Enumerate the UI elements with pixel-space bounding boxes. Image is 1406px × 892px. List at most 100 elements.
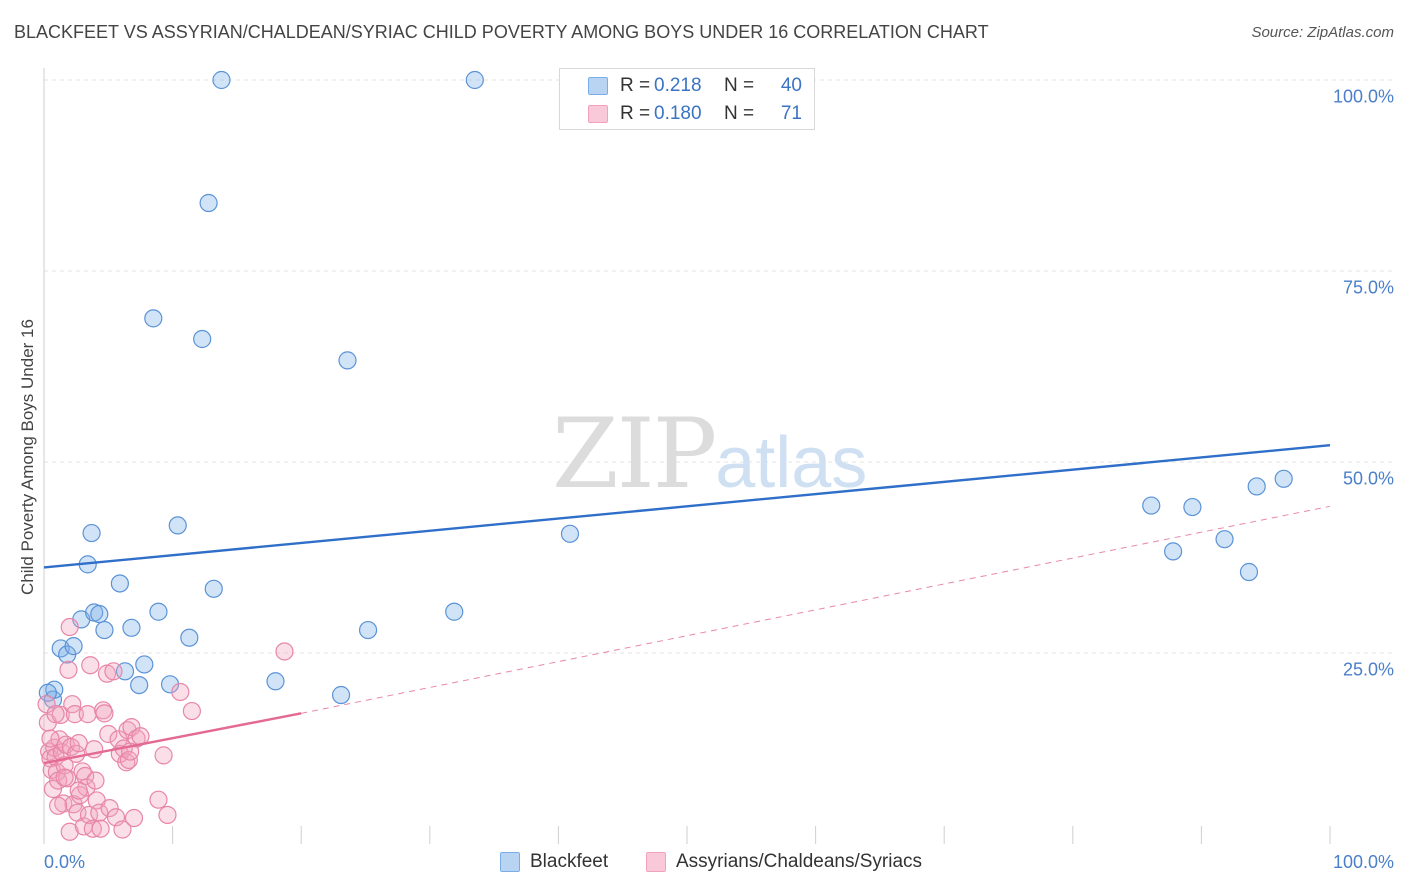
data-point-assyrians — [94, 701, 113, 720]
r-label: R = — [620, 103, 651, 124]
data-point-assyrians — [59, 660, 78, 679]
data-point-blackfeet — [1247, 477, 1266, 496]
data-point-blackfeet — [1274, 469, 1293, 488]
source-credit: Source: ZipAtlas.com — [1251, 24, 1394, 41]
data-point-blackfeet — [1215, 530, 1234, 549]
x-tick-label-min: 0.0% — [44, 852, 86, 872]
data-point-blackfeet — [64, 637, 83, 656]
data-point-assyrians — [171, 682, 190, 702]
n-label: N = — [724, 75, 755, 96]
y-axis-label: Child Poverty Among Boys Under 16 — [18, 319, 37, 595]
data-point-assyrians — [182, 701, 201, 721]
data-point-assyrians — [60, 822, 79, 841]
stats-row-assyrians: R = 0.180 N = 71 — [560, 100, 802, 128]
data-point-assyrians — [69, 781, 88, 800]
data-point-assyrians — [91, 819, 110, 838]
data-point-blackfeet — [168, 516, 187, 535]
data-point-assyrians — [64, 795, 83, 814]
data-point-blackfeet — [95, 620, 114, 640]
trend-lines — [43, 443, 1331, 765]
data-point-blackfeet — [445, 602, 464, 621]
stats-legend: R = 0.218 N = 40 R = 0.180 N = 71 — [559, 68, 815, 130]
y-tick-label-50: 50.0% — [1342, 468, 1394, 489]
data-point-assyrians — [86, 771, 105, 790]
blackfeet-swatch — [588, 77, 608, 95]
data-point-assyrians — [149, 790, 168, 809]
stats-row-blackfeet: R = 0.218 N = 40 — [560, 72, 802, 100]
n-label: N = — [724, 103, 755, 124]
chart-title: BLACKFEET VS ASSYRIAN/CHALDEAN/SYRIAC CH… — [14, 22, 989, 42]
data-point-assyrians — [55, 768, 74, 787]
data-point-blackfeet — [199, 193, 218, 213]
data-point-assyrians — [49, 796, 68, 815]
data-point-assyrians — [46, 705, 65, 724]
legend-label-blackfeet: Blackfeet — [530, 851, 609, 872]
legend-item-assyrians[interactable]: Assyrians/Chaldeans/Syriacs — [646, 851, 922, 873]
legend-item-blackfeet[interactable]: Blackfeet — [500, 851, 608, 873]
data-point-assyrians — [124, 808, 144, 828]
series-legend: Blackfeet Assyrians/Chaldeans/Syriacs — [0, 851, 1406, 877]
data-point-blackfeet — [338, 351, 357, 370]
data-point-blackfeet — [122, 618, 141, 637]
data-point-assyrians — [154, 746, 173, 765]
data-point-blackfeet — [180, 628, 199, 647]
r-value: 0.180 — [654, 103, 702, 124]
data-point-assyrians — [51, 705, 70, 724]
data-point-assyrians — [104, 662, 123, 681]
data-point-blackfeet — [358, 620, 378, 640]
data-point-assyrians — [90, 803, 109, 822]
data-point-blackfeet — [149, 602, 168, 621]
data-point-assyrians — [69, 734, 88, 753]
data-point-assyrians — [100, 798, 119, 818]
data-point-blackfeet — [1239, 562, 1259, 582]
n-value: 40 — [780, 75, 802, 96]
data-point-blackfeet — [560, 524, 580, 543]
blackfeet-swatch — [500, 852, 520, 872]
data-point-assyrians — [99, 724, 118, 744]
data-point-assyrians — [60, 617, 79, 637]
data-point-blackfeet — [266, 672, 285, 691]
data-point-assyrians — [78, 705, 97, 724]
data-point-assyrians — [95, 704, 114, 723]
data-point-blackfeet — [1142, 496, 1161, 515]
data-point-assyrians — [158, 805, 177, 825]
data-point-blackfeet — [1164, 542, 1183, 561]
data-point-blackfeet — [160, 675, 180, 694]
axes — [43, 68, 1331, 844]
data-point-assyrians — [113, 820, 132, 839]
data-point-blackfeet — [193, 329, 212, 349]
y-tick-label-75: 75.0% — [1342, 277, 1394, 298]
data-point-blackfeet — [204, 579, 223, 598]
y-tick-label-25: 25.0% — [1342, 659, 1394, 680]
assyrians-swatch — [646, 852, 666, 872]
data-point-assyrians — [83, 819, 102, 838]
n-value: 71 — [780, 103, 802, 124]
data-point-assyrians — [65, 705, 84, 724]
x-tick-label-max: 100.0% — [1332, 852, 1394, 872]
data-point-blackfeet — [135, 655, 154, 674]
data-point-blackfeet — [82, 523, 101, 543]
data-point-blackfeet — [144, 309, 163, 328]
data-point-blackfeet — [212, 70, 231, 90]
y-tick-label-100: 100.0% — [1332, 86, 1394, 107]
legend-label-assyrians: Assyrians/Chaldeans/Syriacs — [676, 851, 923, 872]
trend-line-assyrians — [43, 712, 302, 765]
data-point-assyrians — [37, 695, 56, 714]
trend-line-extrapolated-assyrians — [301, 505, 1331, 714]
data-point-assyrians — [41, 729, 60, 748]
data-point-blackfeet — [465, 70, 484, 90]
data-point-blackfeet — [110, 574, 129, 593]
data-point-assyrians — [81, 656, 100, 675]
assyrians-swatch — [588, 105, 608, 123]
data-point-blackfeet — [331, 685, 351, 705]
trend-line-blackfeet — [43, 443, 1331, 569]
r-value: 0.218 — [654, 75, 702, 96]
grid-lines — [44, 79, 1394, 654]
data-point-blackfeet — [90, 604, 109, 624]
data-points — [37, 70, 1293, 841]
data-point-assyrians — [275, 642, 294, 661]
r-label: R = — [620, 75, 651, 96]
data-point-blackfeet — [130, 675, 149, 695]
data-point-assyrians — [117, 753, 136, 772]
